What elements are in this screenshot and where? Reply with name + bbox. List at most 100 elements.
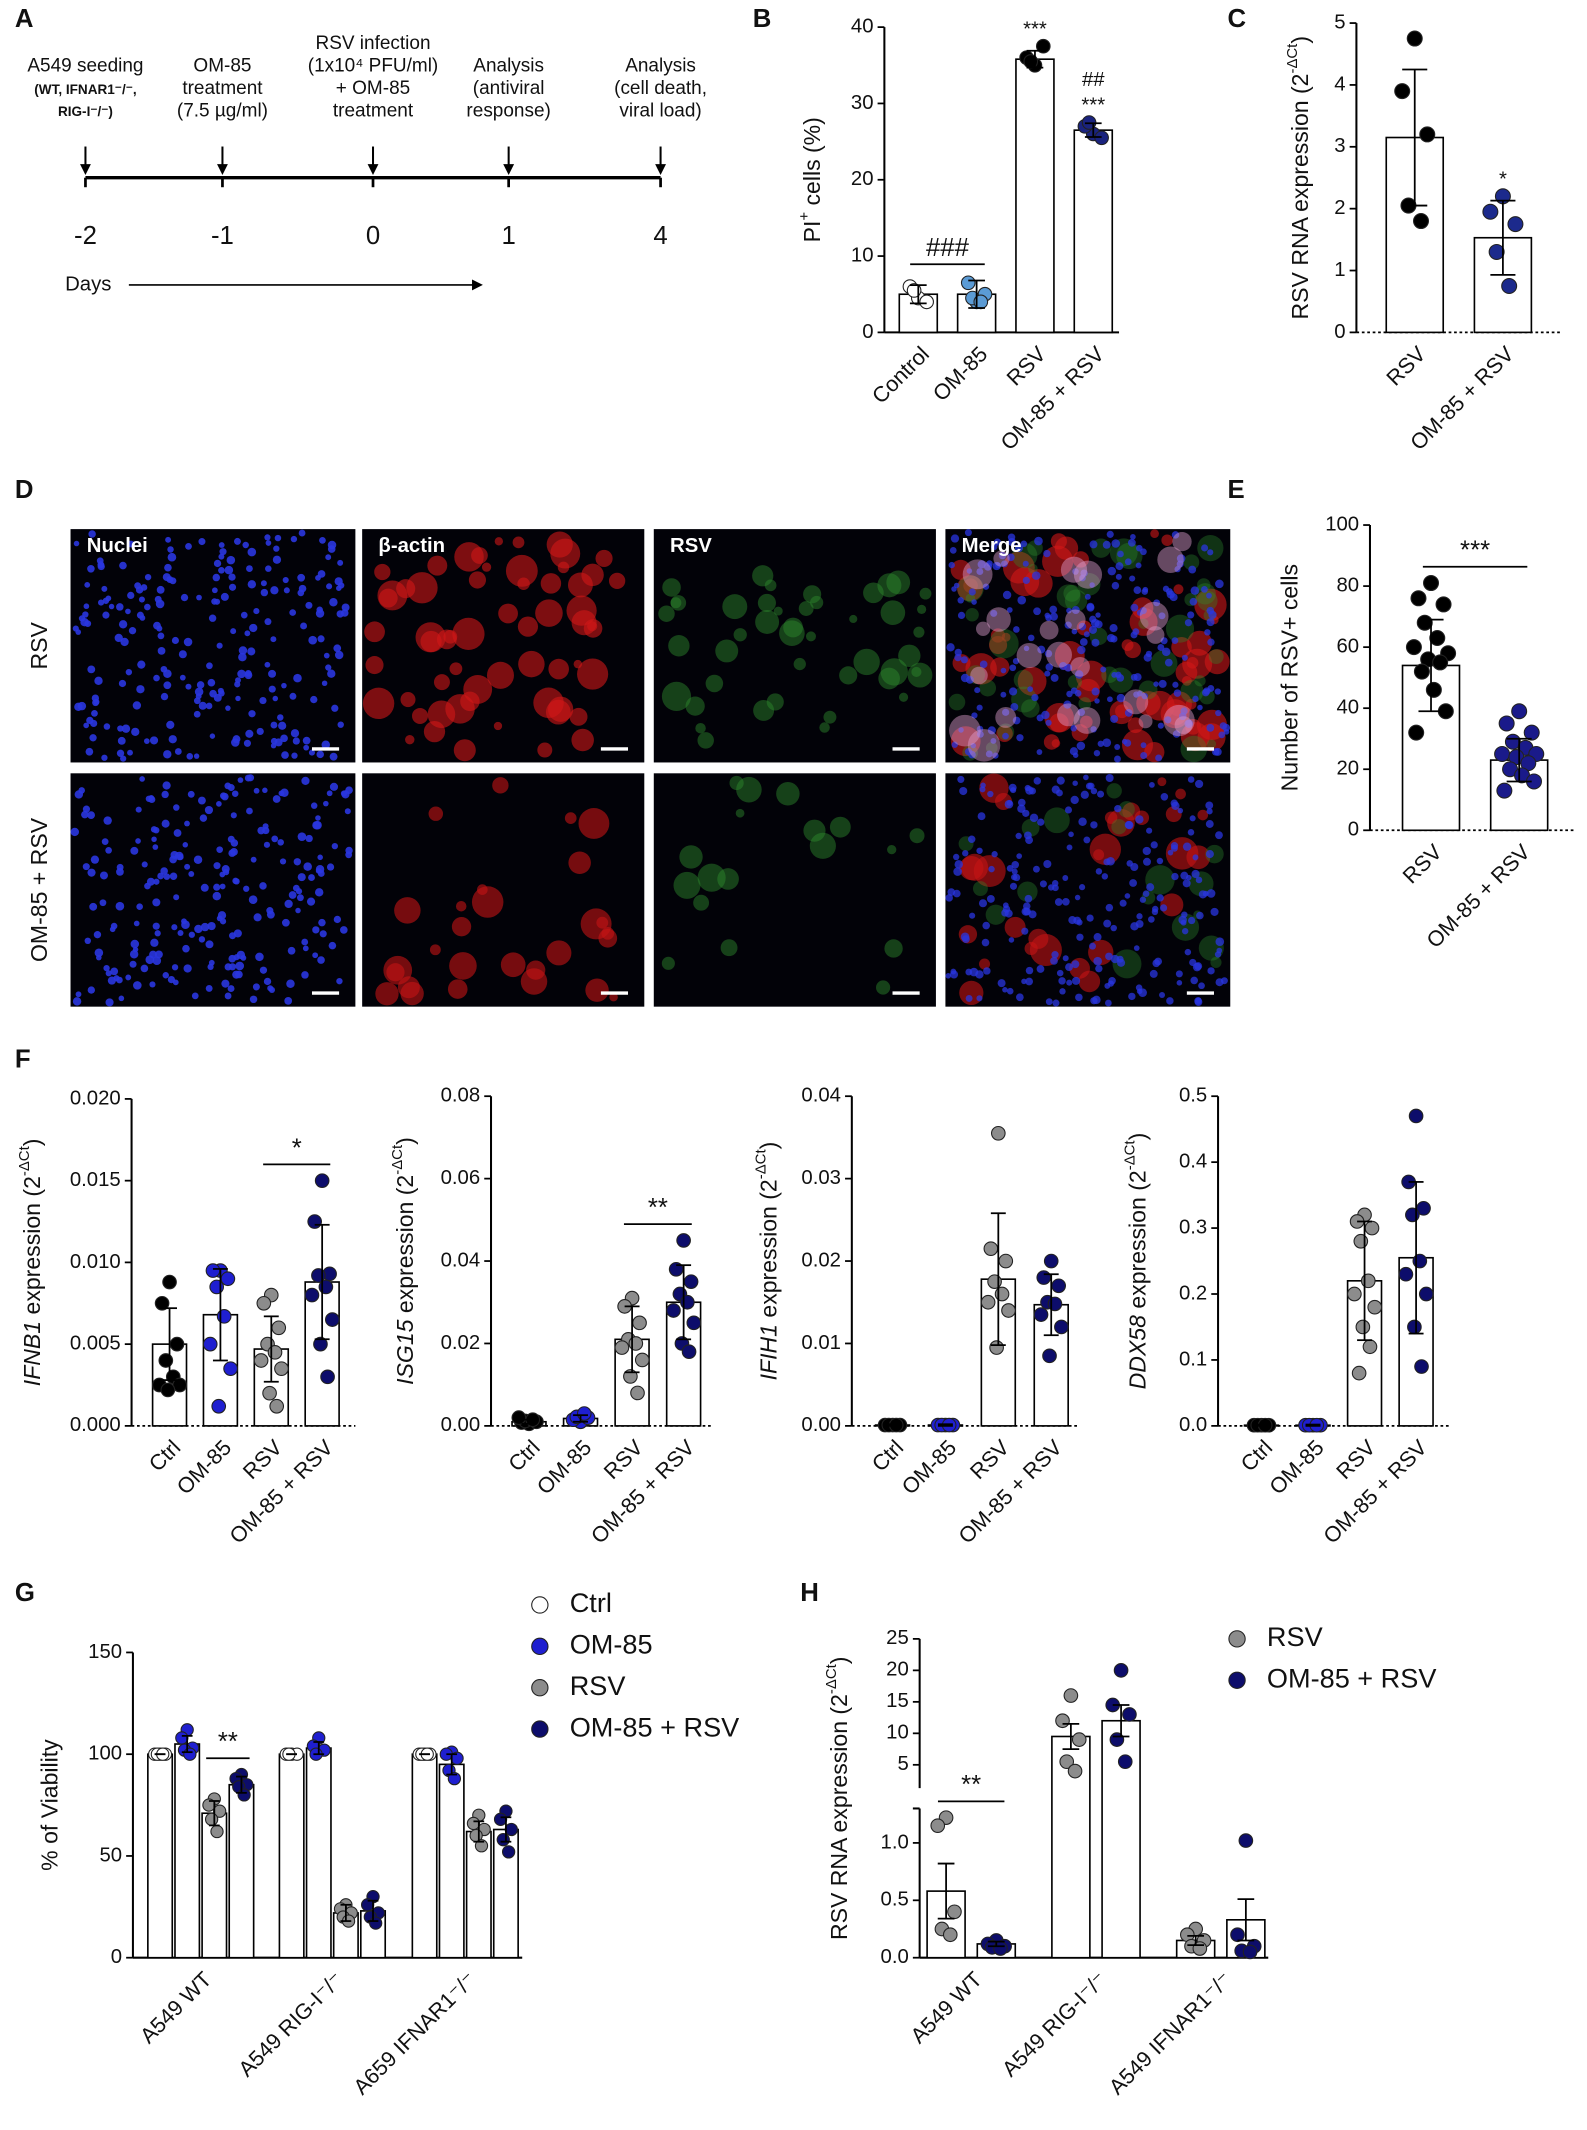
cell-signal	[259, 966, 268, 974]
cell-signal	[1095, 868, 1103, 875]
cell-signal	[1171, 531, 1180, 539]
error-bar	[990, 1212, 1006, 1346]
cell-signal	[976, 704, 983, 711]
event-label: treatment	[182, 78, 263, 99]
data-point	[237, 1788, 251, 1802]
error-bar	[236, 1775, 247, 1794]
cell-signal	[1206, 606, 1215, 615]
cell-signal	[207, 678, 216, 687]
cell-signal	[204, 805, 214, 815]
cell-signal	[222, 869, 230, 876]
cell-signal	[898, 692, 909, 702]
cell-signal	[1052, 999, 1060, 1007]
cell-signal	[149, 736, 159, 745]
cell-signal	[1013, 626, 1020, 633]
cell-signal	[661, 681, 692, 712]
data-point	[1001, 1303, 1016, 1318]
cell-signal	[1152, 959, 1161, 968]
cell-signal	[1023, 907, 1031, 916]
cell-signal	[1085, 782, 1093, 790]
cell-signal	[1075, 993, 1083, 1002]
cell-signal	[315, 815, 321, 821]
cell-signal	[89, 902, 98, 911]
cell-signal	[1021, 699, 1040, 718]
cell-signal	[1013, 669, 1034, 690]
cell-signal	[670, 597, 682, 609]
cell-signal	[1194, 588, 1227, 622]
cell-signal	[535, 599, 563, 627]
cell-signal	[517, 577, 530, 591]
cell-signal	[1138, 618, 1149, 629]
cell-signal	[157, 632, 165, 640]
cell-signal	[990, 657, 1010, 677]
cell-signal	[971, 712, 978, 719]
y-tick-label: 0	[1348, 819, 1359, 841]
cell-signal	[1150, 529, 1159, 539]
cell-signal	[735, 808, 745, 818]
data-point	[211, 1398, 227, 1414]
cell-signal	[150, 938, 159, 947]
cell-signal	[753, 699, 775, 721]
cell-signal	[1006, 987, 1014, 995]
cell-signal	[947, 888, 956, 896]
cell-signal	[1206, 739, 1217, 749]
data-point	[994, 1286, 1010, 1302]
event-arrowhead	[80, 164, 91, 176]
cell-signal	[517, 616, 539, 637]
cell-signal	[1060, 556, 1088, 583]
cell-signal	[954, 648, 962, 657]
cell-signal	[144, 573, 152, 581]
cell-signal	[221, 979, 230, 988]
cell-signal	[1159, 992, 1166, 999]
cell-signal	[1194, 675, 1206, 687]
cell-signal	[1197, 809, 1209, 821]
legend-label: OM-85 + RSV	[570, 1711, 740, 1742]
cell-signal	[256, 727, 264, 736]
y-tick-label: 0.4	[1179, 1151, 1207, 1173]
cell-signal	[1173, 584, 1184, 595]
cell-signal	[492, 777, 509, 794]
cell-signal	[325, 554, 332, 561]
cell-signal	[378, 588, 398, 608]
cell-signal	[246, 807, 253, 815]
cell-signal	[182, 944, 190, 953]
cell-signal	[1089, 582, 1095, 588]
cell-signal	[849, 614, 858, 624]
cell-signal	[733, 628, 747, 642]
data-point	[1043, 1253, 1059, 1269]
cell-signal	[420, 630, 442, 653]
cell-signal	[247, 580, 257, 589]
cell-signal	[277, 714, 284, 721]
cell-signal	[564, 812, 577, 824]
cell-signal	[302, 736, 311, 745]
cell-signal	[264, 618, 272, 626]
cell-signal	[248, 710, 256, 718]
error-bar	[473, 1820, 485, 1843]
cell-signal	[1000, 560, 1008, 568]
cell-signal	[1007, 553, 1015, 562]
cell-signal	[1079, 884, 1086, 891]
cell-signal	[1146, 827, 1153, 834]
cell-signal	[1116, 542, 1143, 570]
cell-signal	[972, 881, 988, 897]
cell-signal	[423, 720, 446, 743]
cell-signal	[1068, 831, 1074, 838]
cell-signal	[1153, 681, 1159, 687]
cell-signal	[990, 628, 1006, 643]
bar	[438, 1763, 465, 1959]
cell-signal	[1156, 857, 1164, 865]
cell-signal	[697, 732, 714, 749]
cell-signal	[945, 973, 952, 979]
data-point	[1408, 1108, 1424, 1124]
cell-signal	[101, 585, 108, 592]
cell-signal	[982, 583, 990, 590]
y-axis-label-part: -ΔCt	[1285, 43, 1302, 74]
cell-signal	[540, 573, 562, 594]
cell-signal	[1130, 631, 1138, 639]
cell-signal	[1109, 624, 1118, 633]
cell-signal	[1175, 788, 1186, 800]
cell-signal	[1191, 869, 1200, 879]
data-point	[1059, 1754, 1075, 1769]
cell-signal	[226, 555, 236, 565]
cell-signal	[148, 795, 155, 801]
